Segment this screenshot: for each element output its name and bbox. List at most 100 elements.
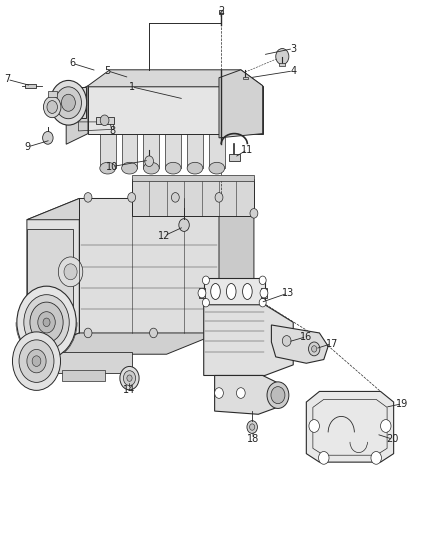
- Circle shape: [30, 302, 63, 343]
- Circle shape: [179, 219, 189, 231]
- Polygon shape: [57, 87, 86, 118]
- Circle shape: [215, 328, 223, 338]
- Circle shape: [145, 156, 153, 166]
- Ellipse shape: [243, 284, 252, 300]
- Circle shape: [50, 80, 87, 125]
- Circle shape: [43, 318, 50, 327]
- Circle shape: [19, 340, 54, 382]
- Text: 6: 6: [70, 59, 76, 68]
- Circle shape: [120, 367, 139, 390]
- Circle shape: [171, 192, 179, 202]
- Text: 19: 19: [396, 399, 409, 409]
- Polygon shape: [96, 117, 114, 124]
- Circle shape: [250, 424, 255, 430]
- Circle shape: [42, 132, 53, 144]
- Polygon shape: [165, 134, 181, 168]
- Circle shape: [276, 49, 289, 64]
- Circle shape: [150, 328, 157, 338]
- Circle shape: [381, 419, 391, 432]
- Circle shape: [17, 286, 76, 359]
- Circle shape: [24, 295, 69, 350]
- Ellipse shape: [226, 284, 236, 300]
- Text: 7: 7: [4, 75, 11, 84]
- Circle shape: [271, 386, 285, 403]
- Polygon shape: [209, 134, 225, 168]
- Polygon shape: [62, 370, 106, 381]
- Ellipse shape: [122, 163, 138, 174]
- Circle shape: [127, 375, 132, 381]
- Polygon shape: [229, 154, 240, 161]
- Polygon shape: [48, 91, 57, 98]
- Text: 11: 11: [241, 144, 254, 155]
- Polygon shape: [132, 179, 254, 216]
- Circle shape: [215, 387, 223, 398]
- Ellipse shape: [100, 163, 116, 174]
- Text: 4: 4: [290, 66, 296, 76]
- Polygon shape: [261, 288, 267, 298]
- Polygon shape: [204, 305, 293, 375]
- Text: 2: 2: [218, 6, 224, 17]
- Circle shape: [250, 288, 258, 298]
- Polygon shape: [219, 70, 263, 138]
- Polygon shape: [25, 84, 36, 88]
- Polygon shape: [204, 278, 265, 305]
- Polygon shape: [88, 70, 263, 87]
- Circle shape: [311, 346, 317, 352]
- Circle shape: [318, 451, 329, 464]
- Text: 13: 13: [282, 288, 294, 298]
- Text: 17: 17: [325, 338, 338, 349]
- Text: 14: 14: [124, 385, 136, 395]
- Polygon shape: [219, 10, 223, 14]
- Circle shape: [128, 192, 136, 202]
- Circle shape: [250, 208, 258, 218]
- Polygon shape: [66, 86, 88, 144]
- Polygon shape: [219, 198, 254, 348]
- Polygon shape: [27, 198, 219, 220]
- Circle shape: [247, 421, 258, 433]
- Circle shape: [58, 257, 83, 287]
- Ellipse shape: [165, 163, 181, 174]
- Polygon shape: [122, 134, 138, 168]
- Circle shape: [371, 451, 381, 464]
- Circle shape: [267, 382, 289, 408]
- Circle shape: [100, 115, 109, 126]
- Polygon shape: [306, 391, 394, 462]
- Text: 12: 12: [158, 231, 171, 241]
- Circle shape: [283, 336, 291, 346]
- Circle shape: [27, 350, 46, 373]
- Text: 8: 8: [109, 126, 115, 136]
- Circle shape: [198, 288, 206, 298]
- Circle shape: [43, 96, 61, 118]
- Circle shape: [215, 192, 223, 202]
- Text: 9: 9: [25, 142, 31, 152]
- Text: 3: 3: [290, 44, 296, 53]
- Ellipse shape: [187, 163, 203, 174]
- Circle shape: [32, 356, 41, 367]
- Circle shape: [308, 342, 320, 356]
- Circle shape: [84, 328, 92, 338]
- Circle shape: [259, 276, 266, 285]
- Circle shape: [55, 87, 81, 119]
- Polygon shape: [144, 134, 159, 168]
- Text: 18: 18: [247, 434, 259, 445]
- Polygon shape: [272, 325, 328, 364]
- Polygon shape: [79, 198, 219, 333]
- Ellipse shape: [144, 163, 159, 174]
- Circle shape: [84, 192, 92, 202]
- Text: 5: 5: [105, 66, 111, 76]
- Polygon shape: [132, 175, 254, 181]
- Circle shape: [38, 312, 55, 333]
- Text: 10: 10: [106, 161, 118, 172]
- Polygon shape: [215, 375, 285, 414]
- Circle shape: [309, 419, 319, 432]
- Ellipse shape: [209, 163, 225, 174]
- Polygon shape: [279, 63, 286, 66]
- Text: 20: 20: [387, 434, 399, 445]
- Circle shape: [47, 101, 57, 114]
- Circle shape: [61, 94, 75, 111]
- Polygon shape: [88, 86, 263, 134]
- Polygon shape: [27, 198, 79, 354]
- Polygon shape: [27, 333, 219, 354]
- Circle shape: [124, 370, 136, 385]
- Circle shape: [202, 298, 209, 307]
